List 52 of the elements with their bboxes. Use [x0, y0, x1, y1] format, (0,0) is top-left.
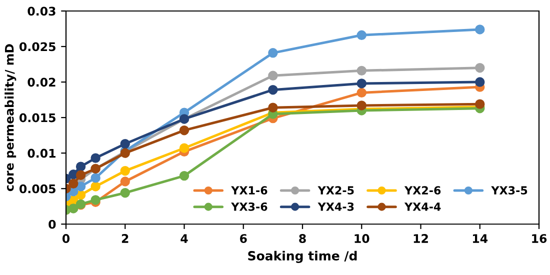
legend-label: YX2-5	[318, 186, 354, 195]
y-tick-label: 0.02	[28, 78, 56, 87]
x-tick-label: 6	[240, 234, 247, 243]
point	[76, 162, 86, 172]
point	[68, 178, 78, 188]
point	[179, 170, 190, 181]
point	[76, 170, 86, 180]
y-tick-label: 0.015	[20, 113, 56, 122]
legend-label: YX3-5	[491, 186, 528, 195]
point	[90, 182, 100, 192]
x-tick-label: 14	[472, 234, 488, 243]
point	[268, 70, 278, 81]
point	[356, 30, 366, 40]
x-tick-label: 10	[354, 234, 370, 243]
point	[356, 88, 366, 98]
legend-label: YX4-3	[318, 202, 354, 211]
y-tick-label: 0.005	[20, 184, 56, 194]
y-tick-label: 0	[48, 220, 56, 229]
point	[475, 99, 485, 109]
x-axis-title: Soaking time /d	[248, 250, 357, 264]
legend-label: YX2-6	[404, 186, 441, 195]
point	[268, 84, 278, 95]
x-tick-label: 4	[180, 234, 188, 243]
y-tick-label: 0.03	[28, 6, 56, 16]
x-tick-label: 16	[532, 234, 547, 243]
point	[90, 173, 100, 183]
point	[268, 48, 278, 58]
point	[179, 143, 190, 153]
y-axis-title: core permeability/ mD	[4, 44, 16, 192]
point	[475, 62, 485, 73]
x-tick-label: 8	[299, 234, 306, 243]
y-tick-label: 0.025	[20, 42, 56, 52]
point	[179, 125, 190, 136]
point	[120, 176, 130, 186]
legend-label: YX1-6	[231, 186, 268, 195]
x-tick-label: 12	[414, 234, 428, 243]
point	[120, 166, 130, 176]
point	[268, 102, 278, 112]
point	[76, 182, 86, 192]
point	[356, 100, 366, 110]
point	[475, 24, 485, 34]
x-tick-label: 2	[122, 234, 128, 243]
point	[120, 138, 130, 149]
y-tick-label: 0.01	[28, 148, 56, 158]
x-tick-label: 0	[62, 234, 70, 243]
legend-label: YX4-4	[404, 202, 441, 211]
point	[120, 188, 130, 198]
legend-label: YX3-6	[231, 202, 268, 211]
point	[356, 66, 366, 76]
point	[90, 153, 100, 163]
point	[475, 77, 485, 87]
point	[356, 78, 366, 88]
